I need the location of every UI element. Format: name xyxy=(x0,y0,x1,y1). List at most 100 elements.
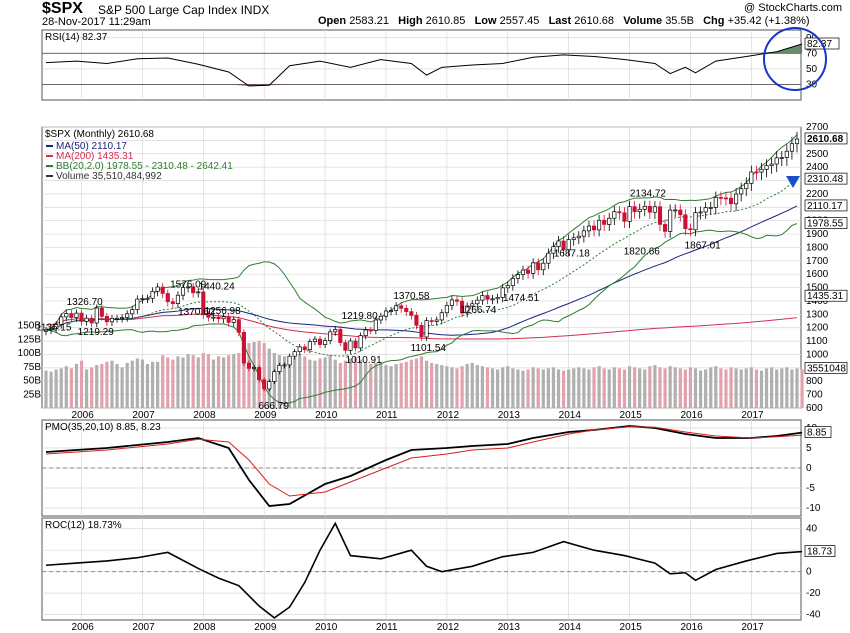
volume-bar xyxy=(424,360,429,408)
candle-body xyxy=(191,286,196,294)
price-tick: 600 xyxy=(806,403,823,414)
volume-bar xyxy=(704,369,708,408)
price-tick: 700 xyxy=(806,390,823,401)
candle-body xyxy=(186,286,191,289)
candle-body xyxy=(231,319,236,323)
volume-bar xyxy=(516,369,520,408)
price-tick: 1500 xyxy=(806,283,829,294)
candle-body xyxy=(236,319,241,333)
x-tick-bottom: 2012 xyxy=(437,622,460,633)
volume-label: Volume xyxy=(623,15,663,27)
right-label: 1978.55 xyxy=(807,219,844,230)
candle-body xyxy=(292,351,297,357)
candle-body xyxy=(683,214,688,230)
candle-body xyxy=(510,277,515,286)
volume-bar xyxy=(531,367,535,408)
volume-bar xyxy=(470,362,474,408)
volume-bar xyxy=(440,365,444,408)
price-tick: 1100 xyxy=(806,336,828,347)
x-tick-bottom: 2008 xyxy=(193,622,216,633)
volume-bar xyxy=(709,367,713,408)
volume-bar xyxy=(125,362,129,408)
volume-bar xyxy=(775,369,779,408)
candle-body xyxy=(602,219,607,225)
candle-body xyxy=(59,316,64,325)
price-tick: 1300 xyxy=(806,309,829,320)
candle-body xyxy=(206,314,211,318)
volume-bar xyxy=(617,368,621,408)
candle-body xyxy=(566,239,571,251)
volume-bar xyxy=(348,358,353,408)
x-tick-bottom: 2016 xyxy=(680,622,703,633)
bb-upper-line xyxy=(45,134,798,331)
candle-body xyxy=(769,163,774,167)
volume-bar xyxy=(343,360,347,408)
candle-body xyxy=(104,315,109,323)
volume-bar xyxy=(795,368,799,408)
volume-bar xyxy=(287,358,292,408)
candle-body xyxy=(43,329,49,332)
x-tick: 2015 xyxy=(620,410,643,421)
right-label: 2310.48 xyxy=(807,174,844,185)
candle-body xyxy=(708,207,713,209)
candle-body xyxy=(571,237,576,240)
volume-bar xyxy=(450,367,454,408)
copyright[interactable]: @ StockCharts.com xyxy=(744,2,842,14)
candle-body xyxy=(348,340,353,351)
price-tick: 1200 xyxy=(806,323,829,334)
volume-bar xyxy=(156,361,160,408)
pmo-tick: -5 xyxy=(806,483,815,494)
low-value: 2557.45 xyxy=(499,15,540,27)
volume-bar xyxy=(435,364,439,408)
pmo-tick: 0 xyxy=(806,463,812,474)
candle-body xyxy=(505,285,510,289)
volume-bar xyxy=(587,369,591,408)
volume-bar xyxy=(496,369,500,408)
volume-bar xyxy=(161,355,165,408)
price-annotation: 1370.60 xyxy=(178,307,215,318)
volume-bar xyxy=(115,364,119,408)
legend-entry: Volume 35,510,484,992 xyxy=(56,171,162,182)
bb-lower-line xyxy=(45,223,798,405)
candle-body xyxy=(343,342,348,351)
candle-body xyxy=(541,262,546,271)
price-annotation: 1687.18 xyxy=(554,249,591,260)
candle-body xyxy=(581,230,586,237)
volume-bar xyxy=(318,358,322,408)
x-tick-bottom: 2007 xyxy=(132,622,155,633)
volume-bar xyxy=(95,365,99,408)
volume-bar xyxy=(338,362,342,408)
candle-body xyxy=(282,364,287,367)
volume-bar xyxy=(592,367,596,408)
chg-value: +35.42 (+1.38%) xyxy=(727,15,810,27)
volume-bar xyxy=(303,356,307,408)
volume-last-label: 3551048 xyxy=(807,363,846,374)
price-tick: 1000 xyxy=(806,349,829,360)
volume-bar xyxy=(54,369,58,408)
candle-body xyxy=(449,299,454,306)
legend-entry: MA(50) 2110.17 xyxy=(56,141,127,152)
candle-body xyxy=(114,317,120,320)
candle-body xyxy=(99,307,104,317)
price-annotation: 666.79 xyxy=(258,401,289,412)
candle-body xyxy=(262,379,267,390)
candle-body xyxy=(140,298,145,300)
candle-body xyxy=(647,205,652,213)
candle-body xyxy=(277,364,282,372)
candle-body xyxy=(216,316,221,320)
candle-body xyxy=(794,138,800,145)
candle-body xyxy=(419,324,424,338)
candle-body xyxy=(399,305,404,309)
candle-body xyxy=(556,240,561,247)
candle-body xyxy=(779,157,784,159)
volume-bar xyxy=(216,356,221,408)
chg-label: Chg xyxy=(703,15,725,27)
volume-bar xyxy=(100,364,104,408)
x-tick: 2017 xyxy=(741,410,764,421)
roc-tick: 0 xyxy=(806,567,812,578)
last-label: Last xyxy=(548,15,572,27)
volume-bar xyxy=(785,367,789,408)
candle-body xyxy=(668,209,673,232)
candle-body xyxy=(789,143,794,152)
